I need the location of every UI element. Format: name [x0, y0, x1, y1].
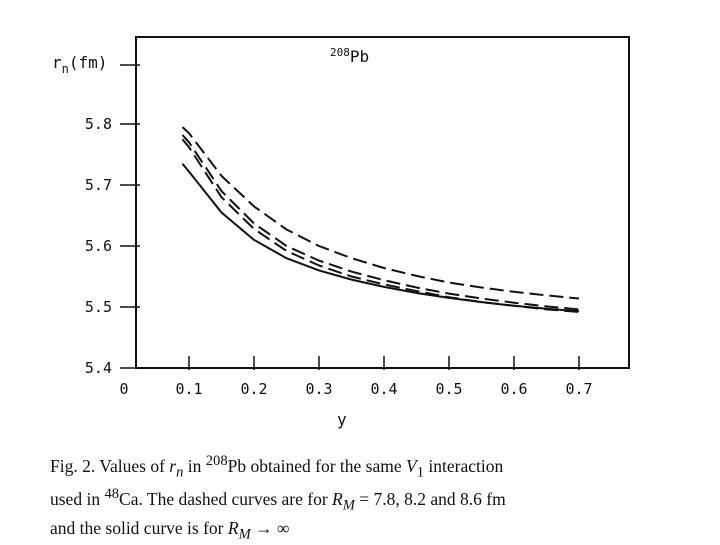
caption-line-3: and the solid curve is for RM → ∞	[50, 517, 690, 545]
caption-v-symbol: V	[406, 455, 417, 476]
x-tick-label: 0.2	[240, 380, 267, 398]
x-tick-label: 0	[119, 380, 128, 398]
y-axis-ticks: 5.4 5.5 5.6 5.7 5.8	[85, 64, 140, 377]
caption-pb-element: Pb	[227, 455, 247, 476]
caption-ca-mass: 48	[104, 486, 120, 503]
caption-rm2-symbol: R	[227, 517, 239, 538]
element-annotation: 208Pb	[330, 46, 369, 66]
series-line-4	[181, 163, 580, 313]
caption-rm-subscript: M	[342, 497, 355, 514]
caption-text: = 7.8, 8.2 and 8.6 fm	[354, 489, 506, 510]
caption-text: obtained for the same	[246, 455, 407, 476]
y-axis-title-symbol: r	[52, 53, 62, 72]
caption-text: interaction	[424, 455, 504, 476]
caption-rm-symbol: R	[332, 489, 343, 510]
y-tick-label: 5.4	[85, 359, 112, 377]
caption-pb-mass: 208	[205, 453, 228, 469]
x-tick-label: 0.7	[565, 380, 592, 398]
y-axis-title-unit: (fm)	[69, 53, 108, 72]
caption-line-1: Fig. 2. Values of rn in 208Pb obtained f…	[50, 450, 690, 483]
x-tick-label: 0.4	[370, 380, 397, 398]
caption-text: used in	[50, 489, 105, 510]
x-tick-label: 0.5	[435, 380, 462, 398]
series-line-1	[181, 126, 580, 300]
caption-v-subscript: 1	[416, 464, 425, 481]
caption-r-symbol: r	[169, 455, 177, 476]
series-layer	[181, 126, 580, 313]
figure-caption: Fig. 2. Values of rn in 208Pb obtained f…	[50, 450, 690, 545]
y-axis-title-subscript: n	[62, 62, 69, 76]
caption-text: in	[183, 455, 206, 476]
y-tick-label: 5.6	[85, 237, 112, 255]
caption-line-2: used in 48Ca. The dashed curves are for …	[50, 483, 690, 516]
caption-r-subscript: n	[176, 464, 184, 481]
plot-frame	[135, 36, 630, 369]
caption-fig-label: Fig. 2.	[50, 455, 96, 476]
caption-text: and the solid curve is for	[50, 517, 228, 538]
annotation-element: Pb	[350, 47, 369, 66]
x-axis-ticks: 0 0.1 0.2 0.3 0.4 0.5 0.6 0.7	[119, 356, 593, 398]
y-axis-title: rn(fm)	[52, 53, 107, 76]
x-axis-title: y	[337, 410, 347, 429]
series-line-2	[181, 134, 580, 311]
chart: 5.4 5.5 5.6 5.7 5.8 0 0.1 0.2 0.3 0.4 0.5 0.6 0.7 r…	[52, 36, 630, 429]
y-tick-label: 5.7	[85, 176, 112, 194]
x-tick-label: 0.1	[175, 380, 202, 398]
x-tick-label: 0.3	[305, 380, 332, 398]
y-tick-label: 5.5	[85, 298, 112, 316]
caption-text: → ∞	[250, 517, 290, 538]
caption-text: . The dashed curves are for	[138, 489, 333, 510]
caption-text: Values of	[95, 455, 170, 476]
x-tick-label: 0.6	[500, 380, 527, 398]
caption-rm2-subscript: M	[238, 526, 251, 543]
annotation-mass-number: 208	[330, 46, 350, 59]
y-tick-label: 5.8	[85, 115, 112, 133]
caption-ca-element: Ca	[119, 489, 139, 510]
